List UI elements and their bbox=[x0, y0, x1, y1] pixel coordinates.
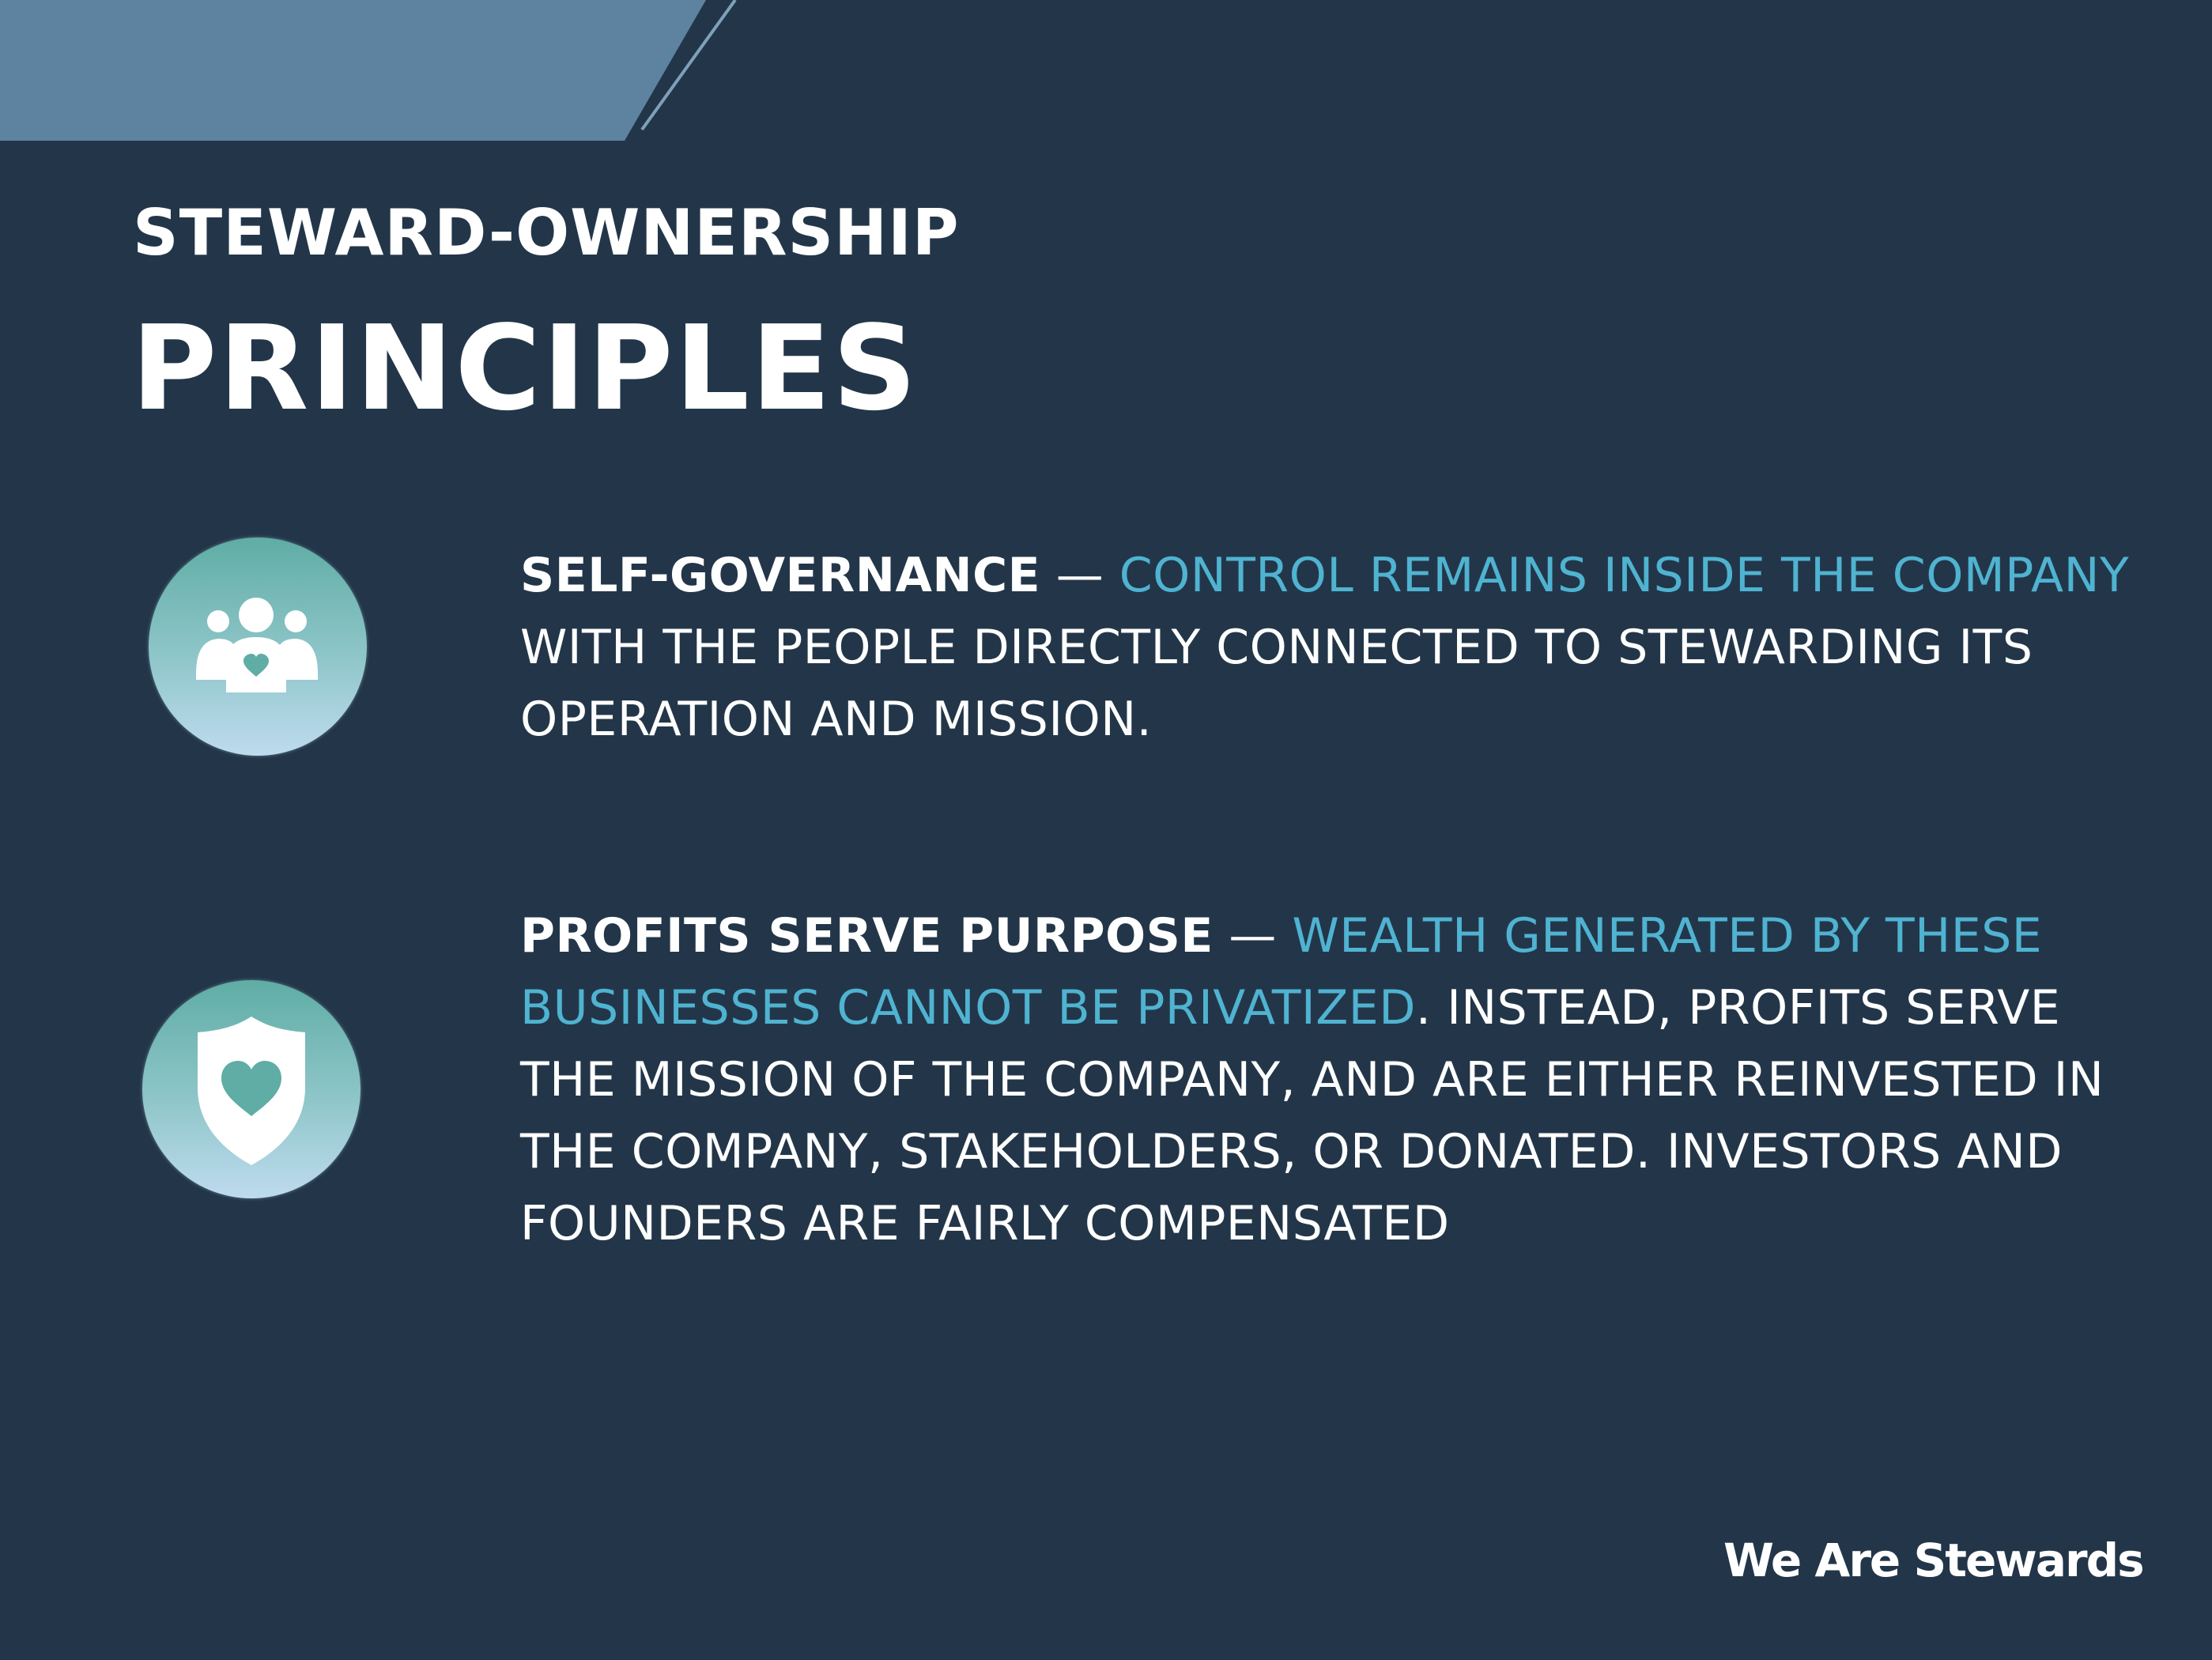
principle-description: . INSTEAD, PROFITS SERVE THE MISSION OF … bbox=[520, 980, 2104, 1251]
corner-decoration bbox=[0, 0, 737, 141]
slide-title: PRINCIPLES bbox=[131, 300, 919, 436]
slide-kicker: STEWARD-OWNERSHIP bbox=[133, 196, 960, 270]
principle-self-governance: SELF-GOVERNANCE — CONTROL REMAINS INSIDE… bbox=[520, 540, 2133, 756]
brand-logo: We Are Stewards bbox=[1723, 1534, 2145, 1587]
principle-dash: — bbox=[1040, 548, 1119, 603]
principle-highlight: CONTROL REMAINS INSIDE THE COMPANY bbox=[1119, 548, 2130, 603]
family-heart-icon bbox=[149, 538, 367, 756]
shield-heart-icon bbox=[142, 980, 360, 1198]
principle-profits-serve-purpose: PROFITS SERVE PURPOSE — WEALTH GENERATED… bbox=[520, 900, 2133, 1260]
principle-term: PROFITS SERVE PURPOSE bbox=[520, 908, 1214, 964]
principle-highlight: WEALTH GENERATED BY THESE BUSINESSES CAN… bbox=[520, 908, 2043, 1036]
principle-description: WITH THE PEOPLE DIRECTLY CONNECTED TO ST… bbox=[520, 620, 2033, 747]
principle-term: SELF-GOVERNANCE bbox=[520, 548, 1041, 603]
principle-dash: — bbox=[1213, 908, 1293, 964]
